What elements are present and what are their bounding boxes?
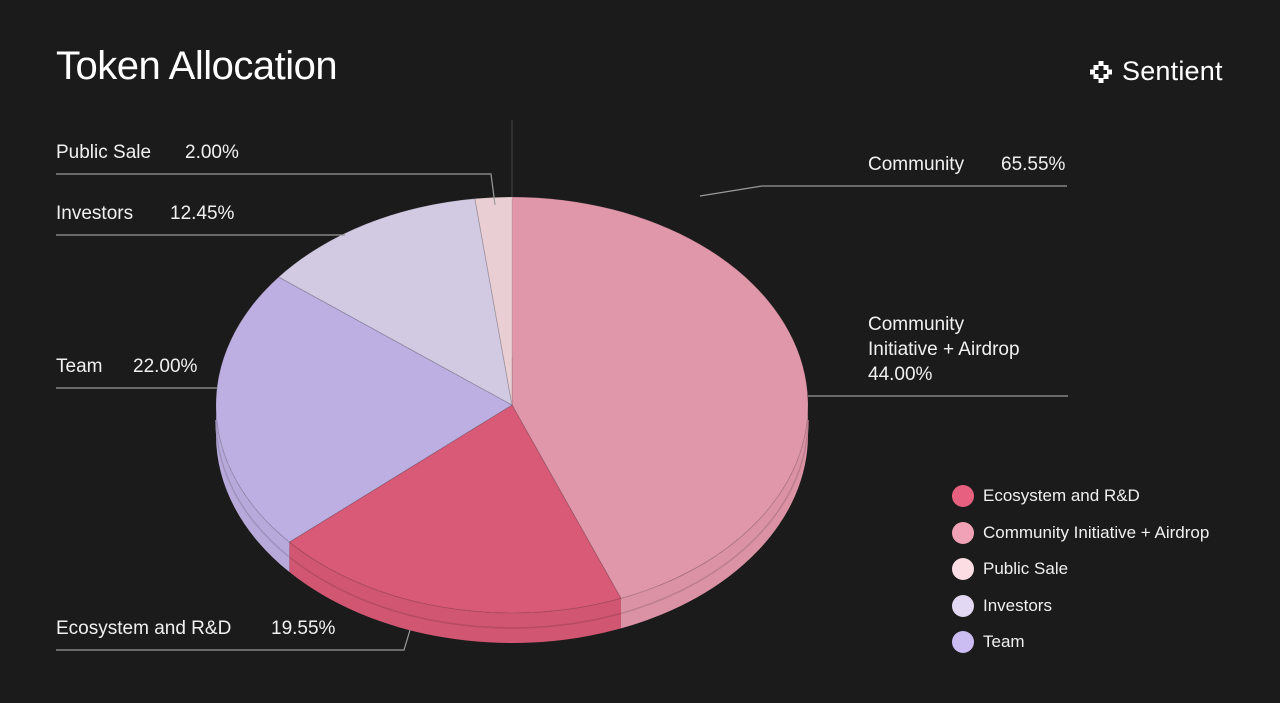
pie-side-stripe-team — [215, 419, 290, 558]
pie-side-ecosystem-and-r-d — [289, 542, 621, 643]
legend-label-community-initiative-airdrop: Community Initiative + Airdrop — [983, 522, 1210, 542]
label-investors-value: 12.45% — [170, 203, 235, 224]
legend-label-team: Team — [983, 632, 1025, 652]
label-team-value: 22.00% — [133, 356, 198, 377]
legend-item-investors: Investors — [952, 588, 1209, 625]
pie-slice-investors — [277, 198, 513, 406]
legend-swatch-team — [952, 631, 974, 654]
pie-side-team — [216, 405, 290, 573]
callout-labels: Public Sale 2.00% Investors 12.45% Team … — [56, 142, 1066, 639]
legend-item-public-sale: Public Sale — [952, 551, 1209, 588]
leader-community — [699, 185, 1067, 197]
sentient-logo-icon — [1090, 60, 1112, 83]
label-ecosystem-value: 19.55% — [271, 618, 336, 639]
pie-layer — [215, 119, 809, 643]
legend-item-community-initiative-airdrop: Community Initiative + Airdrop — [952, 515, 1209, 552]
pie-side-community-initiative-airdrop — [620, 405, 809, 629]
legend-swatch-community-initiative-airdrop — [952, 521, 974, 544]
brand-name: Sentient — [1122, 56, 1223, 86]
label-community-airdrop-line1: Community — [868, 314, 965, 335]
leader-lines — [56, 173, 1068, 651]
brand: Sentient — [1090, 56, 1223, 87]
label-public-sale-name: Public Sale — [56, 142, 151, 163]
legend-item-team: Team — [952, 624, 1209, 661]
legend-swatch-public-sale — [952, 558, 974, 581]
leader-public-sale — [56, 173, 496, 206]
legend-label-ecosystem-and-r-d: Ecosystem and R&D — [983, 486, 1140, 506]
pie-slice-ecosystem-and-r-d — [288, 404, 622, 614]
legend: Ecosystem and R&D Community Initiative + … — [952, 478, 1209, 661]
label-ecosystem-name: Ecosystem and R&D — [56, 618, 231, 639]
label-community-name: Community — [868, 154, 965, 175]
label-community-airdrop-line2: Initiative + Airdrop — [868, 339, 1020, 360]
leader-ecosystem — [56, 629, 411, 651]
legend-label-public-sale: Public Sale — [983, 559, 1069, 579]
legend-swatch-ecosystem-and-r-d — [952, 485, 974, 508]
label-community-airdrop-value: 44.00% — [868, 364, 933, 385]
page-title: Token Allocation — [56, 44, 338, 88]
pie-slice-community-initiative-airdrop — [511, 196, 809, 599]
legend-item-ecosystem-and-r-d: Ecosystem and R&D — [952, 478, 1209, 515]
label-public-sale-value: 2.00% — [185, 142, 239, 163]
pie-slice-public-sale — [474, 196, 513, 406]
legend-label-investors: Investors — [983, 595, 1052, 615]
legend-swatch-investors — [952, 594, 974, 617]
pie-side-stripe-ecosystem-and-r-d — [288, 556, 622, 629]
pie-side-stripe-community-initiative-airdrop — [620, 419, 809, 615]
label-investors-name: Investors — [56, 203, 133, 224]
label-community-value: 65.55% — [1001, 154, 1066, 175]
label-team-name: Team — [56, 356, 102, 377]
pie-slice-team — [215, 276, 513, 543]
